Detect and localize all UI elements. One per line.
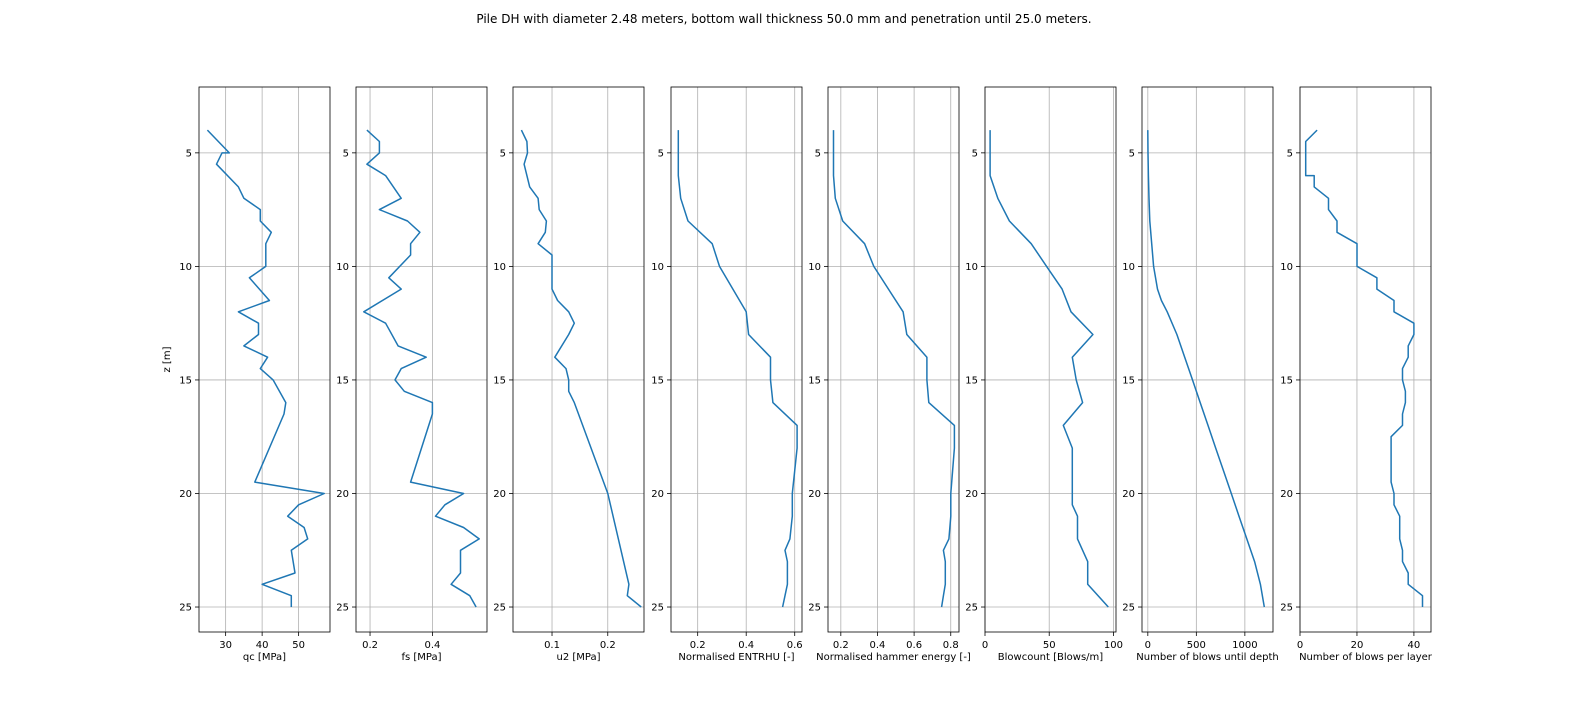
y-tick-label: 15 [1122,375,1135,386]
data-line [989,130,1109,608]
x-tick-label: 0.2 [690,640,706,651]
y-tick-label: 20 [493,489,506,500]
axes-frame [1299,86,1432,633]
y-tick-label: 10 [965,262,978,273]
subplot-5: 0.2 0.4 0.6 0.8 5 10 15 20 25 Normalised hammer e… [808,86,971,663]
y-tick-label: 5 [972,148,978,159]
y-tick-label: 15 [179,375,192,386]
y-tick-label: 15 [808,375,821,386]
y-tick-label: 10 [336,262,349,273]
y-tick-label: 20 [965,489,978,500]
x-tick-label: 0 [1297,640,1303,651]
x-tick-label: 0.4 [424,640,440,651]
data-line [677,130,798,608]
x-tick-label: 30 [219,640,232,651]
y-tick-label: 20 [651,489,664,500]
subplot-8: 0 20 40 5 10 15 20 25 Number of blows per layer [1280,86,1433,663]
y-tick-label: 20 [336,489,349,500]
y-tick-label: 25 [336,603,349,614]
y-tick-label: 5 [186,148,192,159]
y-tick-label: 25 [1122,603,1135,614]
subplot-6: 0 50 100 5 10 15 20 25 Blowcount [Blows/m] [965,86,1123,663]
y-tick-label: 5 [343,148,349,159]
data-line [1304,129,1424,607]
data-line [1147,130,1266,608]
y-tick-label: 15 [965,375,978,386]
data-line [520,129,642,608]
x-axis-label: fs [MPa] [401,652,441,663]
x-axis-label: Number of blows until depth [1136,652,1278,663]
x-tick-label: 0.2 [600,640,616,651]
y-tick-label: 15 [336,375,349,386]
x-tick-label: 20 [1351,640,1364,651]
subplot-7: 0 500 1000 5 10 15 20 25 Number of blows until d… [1122,86,1279,663]
data-line [832,130,956,608]
y-tick-label: 5 [815,148,821,159]
y-axis-label: z [m] [162,346,173,372]
y-tick-label: 5 [500,148,506,159]
x-axis-label: Normalised ENTRHU [-] [678,652,794,663]
data-line [363,129,480,608]
subplot-4: 0.2 0.4 0.6 5 10 15 20 25 Normalised ENTRHU [-] [651,86,803,663]
axes-frame [198,86,331,633]
subplot-3: 0.1 0.2 5 10 15 20 25 u2 [MPa] [493,86,645,663]
y-tick-label: 15 [1280,375,1293,386]
x-tick-label: 100 [1104,640,1123,651]
x-tick-label: 0.2 [833,640,849,651]
figure-title: Pile DH with diameter 2.48 meters, botto… [476,12,1091,26]
axes-frame [827,86,960,633]
x-axis-label: Normalised hammer energy [-] [816,652,971,663]
y-tick-label: 25 [1280,603,1293,614]
y-tick-label: 5 [1287,148,1293,159]
x-tick-label: 0.2 [362,640,378,651]
y-tick-label: 10 [493,262,506,273]
y-tick-label: 20 [179,489,192,500]
x-tick-label: 50 [1043,640,1056,651]
y-tick-label: 25 [179,603,192,614]
y-tick-label: 25 [493,603,506,614]
x-axis-label: Number of blows per layer [1299,652,1433,663]
y-tick-label: 10 [179,262,192,273]
axes-frame [1141,86,1274,633]
y-tick-label: 5 [1129,148,1135,159]
y-tick-label: 25 [965,603,978,614]
subplot-1: 30 40 50 5 10 15 20 25 qc [MPa] z [m] [162,86,331,663]
y-tick-label: 20 [808,489,821,500]
y-tick-label: 20 [1280,489,1293,500]
x-tick-label: 1000 [1232,640,1257,651]
x-tick-label: 0.6 [787,640,803,651]
y-tick-label: 10 [808,262,821,273]
x-tick-label: 0.8 [943,640,959,651]
x-tick-label: 0.4 [870,640,886,651]
axes-frame [670,86,803,633]
y-tick-label: 25 [651,603,664,614]
axes-frame [984,86,1117,633]
data-line [206,129,325,607]
x-tick-label: 40 [1408,640,1421,651]
x-tick-label: 40 [256,640,269,651]
y-tick-label: 10 [651,262,664,273]
y-tick-label: 15 [493,375,506,386]
x-tick-label: 0.1 [544,640,560,651]
y-tick-label: 5 [658,148,664,159]
y-tick-label: 10 [1122,262,1135,273]
x-tick-label: 50 [292,640,305,651]
y-tick-label: 25 [808,603,821,614]
x-axis-label: qc [MPa] [243,652,286,663]
x-tick-label: 0 [982,640,988,651]
y-tick-label: 10 [1280,262,1293,273]
x-tick-label: 500 [1187,640,1206,651]
x-tick-label: 0 [1145,640,1151,651]
axes-frame [512,86,645,633]
y-tick-label: 20 [1122,489,1135,500]
x-axis-label: Blowcount [Blows/m] [998,652,1103,663]
x-axis-label: u2 [MPa] [556,652,600,663]
subplot-2: 0.2 0.4 5 10 15 20 25 fs [MPa] [336,86,488,663]
x-tick-label: 0.6 [906,640,922,651]
x-tick-label: 0.4 [738,640,754,651]
y-tick-label: 15 [651,375,664,386]
axes-frame [355,86,488,633]
